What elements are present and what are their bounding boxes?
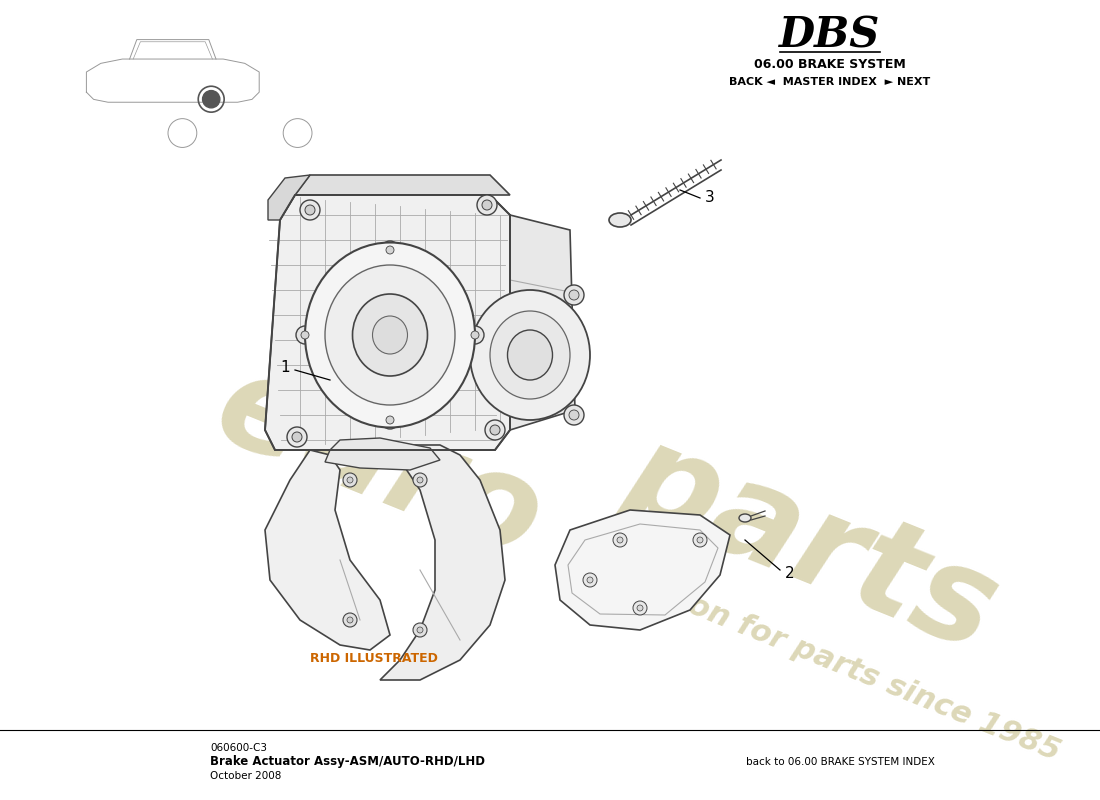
Text: 060600-C3: 060600-C3 (210, 743, 267, 753)
Text: 2: 2 (785, 566, 794, 581)
Circle shape (569, 290, 579, 300)
Text: October 2008: October 2008 (210, 771, 282, 781)
Circle shape (583, 573, 597, 587)
Ellipse shape (352, 294, 428, 376)
Text: a passion for parts since 1985: a passion for parts since 1985 (572, 546, 1065, 766)
Circle shape (343, 613, 358, 627)
Circle shape (386, 246, 394, 254)
Circle shape (386, 416, 394, 424)
Text: 1: 1 (280, 361, 290, 375)
Circle shape (564, 405, 584, 425)
Circle shape (381, 241, 399, 259)
Circle shape (485, 420, 505, 440)
Circle shape (301, 331, 309, 339)
Circle shape (564, 285, 584, 305)
Ellipse shape (373, 316, 407, 354)
Circle shape (296, 326, 314, 344)
Circle shape (343, 473, 358, 487)
Text: euro: euro (198, 342, 560, 586)
Ellipse shape (470, 290, 590, 420)
Circle shape (417, 627, 424, 633)
Circle shape (466, 326, 484, 344)
Polygon shape (268, 175, 310, 220)
Polygon shape (324, 438, 440, 470)
Text: RHD ILLUSTRATED: RHD ILLUSTRATED (310, 651, 438, 665)
Circle shape (482, 200, 492, 210)
Text: DBS: DBS (780, 14, 881, 56)
Ellipse shape (507, 330, 552, 380)
Polygon shape (379, 445, 505, 680)
Circle shape (381, 411, 399, 429)
Text: 3: 3 (705, 190, 715, 206)
Circle shape (346, 477, 353, 483)
Circle shape (412, 623, 427, 637)
Circle shape (300, 200, 320, 220)
Circle shape (569, 410, 579, 420)
Ellipse shape (490, 311, 570, 399)
Ellipse shape (609, 213, 631, 227)
Circle shape (292, 432, 302, 442)
Polygon shape (265, 195, 510, 450)
Text: parts: parts (605, 412, 1014, 676)
Text: back to 06.00 BRAKE SYSTEM INDEX: back to 06.00 BRAKE SYSTEM INDEX (746, 757, 934, 767)
Circle shape (613, 533, 627, 547)
Circle shape (412, 473, 427, 487)
Polygon shape (510, 215, 575, 430)
Polygon shape (556, 510, 730, 630)
Circle shape (287, 427, 307, 447)
Ellipse shape (305, 242, 475, 427)
Text: 06.00 BRAKE SYSTEM: 06.00 BRAKE SYSTEM (755, 58, 906, 71)
Circle shape (637, 605, 644, 611)
Circle shape (346, 617, 353, 623)
Circle shape (632, 601, 647, 615)
Text: BACK ◄  MASTER INDEX  ► NEXT: BACK ◄ MASTER INDEX ► NEXT (729, 77, 931, 87)
Circle shape (490, 425, 500, 435)
Polygon shape (265, 450, 390, 650)
Circle shape (697, 537, 703, 543)
Ellipse shape (324, 265, 455, 405)
Circle shape (477, 195, 497, 215)
Circle shape (202, 90, 220, 108)
Circle shape (587, 577, 593, 583)
Polygon shape (295, 175, 510, 195)
Text: Brake Actuator Assy-ASM/AUTO-RHD/LHD: Brake Actuator Assy-ASM/AUTO-RHD/LHD (210, 755, 485, 769)
Circle shape (305, 205, 315, 215)
Circle shape (617, 537, 623, 543)
Circle shape (693, 533, 707, 547)
Circle shape (471, 331, 478, 339)
Ellipse shape (739, 514, 751, 522)
Circle shape (417, 477, 424, 483)
